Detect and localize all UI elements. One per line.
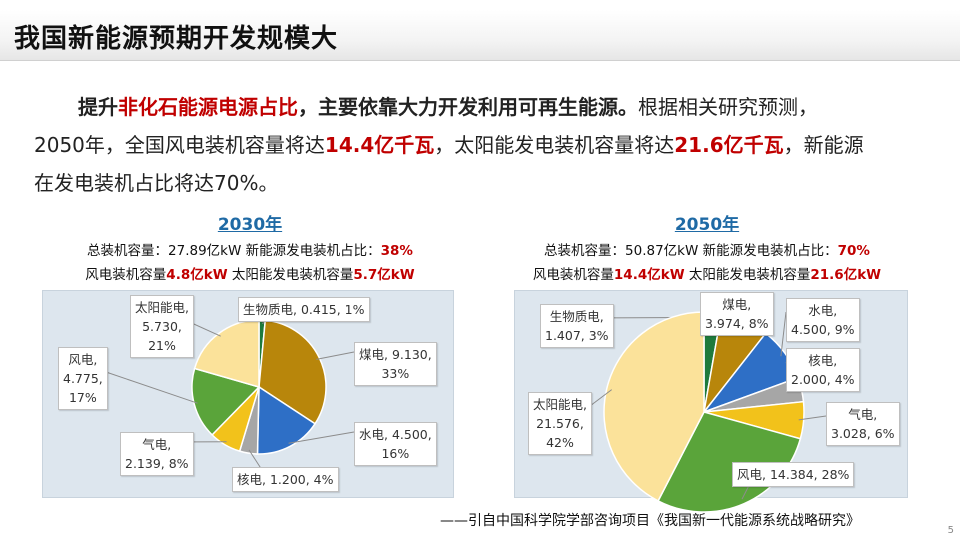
label-2030-solar: 太阳能电, 5.730, 21%: [130, 295, 194, 358]
pie-slice-2030-5: [191, 367, 261, 436]
intro-text-5: 在发电装机占比将达70%。: [34, 171, 279, 195]
panel-2050-solar-label: 太阳能发电装机容量: [684, 267, 811, 283]
label-2030-coal: 煤电, 9.130, 33%: [354, 342, 437, 386]
intro-bold-2: ，主要依靠大力开发利用可再生能源。: [298, 95, 638, 119]
intro-highlight-wind: 14.4亿千瓦: [324, 133, 435, 157]
panel-2030-year: 2030年: [217, 215, 283, 235]
panel-2050-summary: 总装机容量：50.87亿kW 新能源发电装机占比：70%: [500, 239, 914, 259]
intro-text-2: 2050年，全国风电装机容量将达: [34, 133, 325, 157]
panel-2030-solar-value: 5.7亿kW: [353, 267, 415, 283]
label-2050-hydro: 水电, 4.500, 9%: [786, 298, 860, 342]
leader-line-2050-6: [589, 389, 613, 407]
intro-highlight-solar: 21.6亿千瓦: [674, 133, 784, 157]
label-2050-coal: 煤电, 3.974, 8%: [700, 292, 774, 336]
panel-2030-wind-value: 4.8亿kW: [166, 267, 228, 283]
panel-2030-share: 38%: [380, 243, 413, 259]
label-2030-biomass: 生物质电, 0.415, 1%: [238, 297, 370, 322]
pie-slice-2050-6: [603, 311, 705, 502]
label-2050-nuclear: 核电, 2.000, 4%: [786, 348, 860, 392]
intro-text-3: ，太阳能发电装机容量将达: [434, 133, 675, 157]
leader-line-2030-1: [316, 351, 355, 360]
label-2050-solar: 太阳能电, 21.576, 42%: [528, 392, 592, 455]
page-title: 我国新能源预期开发规模大: [14, 24, 339, 54]
panel-2030-capacity: 风电装机容量4.8亿kW 太阳能发电装机容量5.7亿kW: [40, 263, 460, 283]
pie-slice-2030-2: [256, 385, 317, 455]
panel-2030-wind-label: 风电装机容量: [85, 267, 167, 283]
pie-slice-2050-5: [657, 411, 802, 513]
title-bar: [0, 10, 960, 61]
panel-2030-summary: 总装机容量：27.89亿kW 新能源发电装机占比：38%: [40, 239, 460, 259]
panel-2050-wind-label: 风电装机容量: [532, 267, 614, 283]
leader-line-2030-2: [288, 431, 355, 444]
panel-2050-total: 总装机容量：50.87亿kW 新能源发电装机占比：: [544, 243, 838, 259]
panel-2050-year: 2050年: [674, 215, 740, 235]
panel-2050-header: 2050年 总装机容量：50.87亿kW 新能源发电装机占比：70% 风电装机容…: [500, 210, 914, 283]
label-2030-gas: 气电, 2.139, 8%: [120, 432, 194, 476]
panel-2050-wind-value: 14.4亿kW: [613, 267, 685, 283]
panel-2050-capacity: 风电装机容量14.4亿kW 太阳能发电装机容量21.6亿kW: [500, 263, 914, 283]
panel-2030-header: 2030年 总装机容量：27.89亿kW 新能源发电装机占比：38% 风电装机容…: [40, 210, 460, 283]
panel-2030-total: 总装机容量：27.89亿kW 新能源发电装机占比：: [87, 243, 381, 259]
source-citation: ——引自中国科学院学部咨询项目《我国新一代能源系统战略研究》: [440, 513, 860, 529]
panel-2050-share: 70%: [837, 243, 870, 259]
label-2050-wind: 风电, 14.384, 28%: [732, 462, 855, 487]
intro-bold-1: 提升: [78, 95, 118, 119]
intro-text-1: 根据相关研究预测，: [638, 95, 818, 119]
leader-line-2030-3: [248, 449, 263, 471]
panel-2050-solar-value: 21.6亿kW: [810, 267, 882, 283]
page-number: 5: [947, 525, 954, 536]
leader-line-2050-4: [798, 415, 827, 421]
panel-2030-solar-label: 太阳能发电装机容量: [227, 267, 354, 283]
leader-line-2050-2: [780, 311, 787, 357]
label-2030-nuclear: 核电, 1.200, 4%: [232, 467, 339, 492]
intro-text-4: ，新能源: [783, 133, 864, 157]
label-2030-wind: 风电, 4.775, 17%: [58, 347, 108, 410]
intro-highlight-1: 非化石能源电源占比: [118, 95, 298, 119]
label-2030-hydro: 水电, 4.500, 16%: [354, 422, 437, 466]
intro-paragraph: 提升非化石能源电源占比，主要依靠大力开发利用可再生能源。根据相关研究预测， 20…: [34, 88, 924, 202]
leader-line-2030-5: [105, 371, 198, 404]
label-2050-gas: 气电, 3.028, 6%: [826, 402, 900, 446]
label-2050-biomass: 生物质电, 1.407, 3%: [540, 304, 614, 348]
